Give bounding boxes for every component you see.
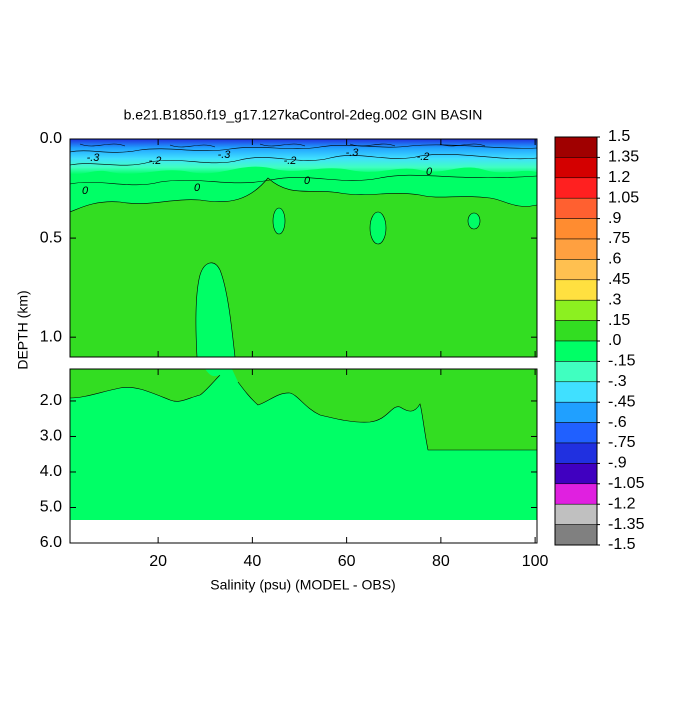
colorbar-label: .3 xyxy=(608,291,621,308)
colorbar-band xyxy=(554,259,598,281)
colorbar-band xyxy=(554,463,598,485)
colorbar-band xyxy=(554,238,598,260)
contour-label: -.3 xyxy=(346,147,360,159)
colorbar-band xyxy=(554,299,598,321)
y-tick-label: 5.0 xyxy=(40,499,62,516)
colorbar-label: -.3 xyxy=(608,373,627,390)
contour-label: 0 xyxy=(194,182,201,194)
colorbar-label: -1.05 xyxy=(608,475,645,492)
colorbar-band xyxy=(554,422,598,444)
top-panel-field xyxy=(69,139,538,358)
x-tick-label: 100 xyxy=(522,553,549,570)
y-tick-label: 6.0 xyxy=(40,534,62,551)
colorbar-band xyxy=(554,340,598,362)
colorbar-label: -.15 xyxy=(608,353,636,370)
contour-label: -.2 xyxy=(284,155,297,167)
top-panel-frame xyxy=(69,138,538,358)
colorbar-band xyxy=(554,524,598,546)
x-tick-label: 40 xyxy=(243,553,261,570)
y-tick-label: 3.0 xyxy=(40,428,62,445)
colorbar-band xyxy=(554,218,598,240)
colorbar-label: -.75 xyxy=(608,434,636,451)
x-tick-label: 80 xyxy=(432,553,450,570)
colorbar-label: .0 xyxy=(608,332,621,349)
chart-title: b.e21.B1850.f19_g17.127kaControl-2deg.00… xyxy=(124,107,483,123)
colorbar-band xyxy=(554,279,598,301)
colorbar-band xyxy=(554,381,598,403)
colorbar-band xyxy=(554,197,598,219)
colorbar-label: .45 xyxy=(608,271,630,288)
colorbar-band xyxy=(554,136,598,158)
y-tick-label: 4.0 xyxy=(40,463,62,480)
colorbar-band xyxy=(554,483,598,505)
colorbar-label: 1.5 xyxy=(608,128,630,145)
y-tick-label: 1.0 xyxy=(40,328,62,345)
y-tick-label: 2.0 xyxy=(40,392,62,409)
bottom-panel-field xyxy=(69,369,537,520)
contour-label: 0 xyxy=(82,185,89,197)
colorbar-label: -.6 xyxy=(608,414,627,431)
colorbar-band xyxy=(554,401,598,423)
colorbar-frame xyxy=(554,136,598,546)
colorbar-label: .15 xyxy=(608,312,630,329)
colorbar-label: -.45 xyxy=(608,393,636,410)
x-tick-label: 60 xyxy=(338,553,356,570)
x-axis-label: Salinity (psu) (MODEL - OBS) xyxy=(210,577,395,593)
colorbar-label: -.9 xyxy=(608,455,627,472)
colorbar-band xyxy=(554,442,598,464)
colorbar-band xyxy=(554,320,598,342)
y-axis-label: DEPTH (km) xyxy=(15,290,31,369)
colorbar-label: -1.35 xyxy=(608,516,645,533)
colorbar-label: .75 xyxy=(608,230,630,247)
colorbar-label: .9 xyxy=(608,210,621,227)
contour-label: -.3 xyxy=(218,149,232,161)
colorbar-label: -1.5 xyxy=(608,536,636,553)
colorbar-band xyxy=(554,177,598,199)
colorbar-label: 1.35 xyxy=(608,149,639,166)
y-tick-label: 0.5 xyxy=(40,229,62,246)
contour-label: 0 xyxy=(304,175,311,187)
colorbar-band xyxy=(554,503,598,525)
contour-label: 0 xyxy=(426,166,433,178)
colorbar-label: .6 xyxy=(608,251,621,268)
colorbar-label: 1.2 xyxy=(608,169,630,186)
contour-label: -.2 xyxy=(149,155,162,167)
contour-label: -.2 xyxy=(417,151,430,163)
colorbar-band xyxy=(554,361,598,383)
y-tick-label: 0.0 xyxy=(40,130,62,147)
bottom-panel-frame xyxy=(69,368,538,544)
x-tick-label: 20 xyxy=(149,553,167,570)
colorbar-label: 1.05 xyxy=(608,189,639,206)
colorbar-label: -1.2 xyxy=(608,495,636,512)
contour-label: -.3 xyxy=(87,152,101,164)
colorbar-band xyxy=(554,157,598,179)
